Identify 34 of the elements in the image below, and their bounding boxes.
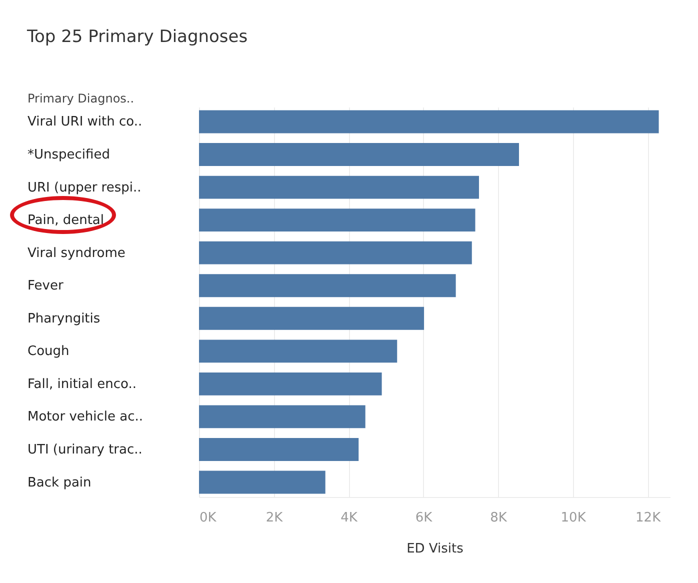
- bar: [199, 110, 659, 134]
- bar: [199, 143, 519, 166]
- x-tick-label: 2K: [266, 510, 284, 526]
- y-tick-label: Motor vehicle ac..: [28, 410, 144, 425]
- y-tick-label: Pharyngitis: [28, 311, 100, 326]
- y-tick-label: Fall, initial enco..: [28, 376, 136, 392]
- x-tick-label: 4K: [340, 510, 358, 526]
- bar: [199, 372, 382, 396]
- x-tick-label: 10K: [560, 510, 586, 526]
- bar: [199, 241, 472, 264]
- y-tick-label: Fever: [28, 278, 64, 294]
- y-tick-label: Pain, dental: [28, 213, 104, 228]
- y-tick-label: *Unspecified: [28, 148, 110, 163]
- chart-title: Top 25 Primary Diagnoses: [26, 27, 248, 47]
- y-tick-label: URI (upper respi..: [28, 180, 142, 196]
- y-tick-label: Viral syndrome: [28, 246, 126, 261]
- bar: [199, 208, 476, 232]
- bar: [199, 470, 326, 494]
- y-tick-label: UTI (urinary trac..: [28, 442, 142, 458]
- bar: [199, 306, 424, 330]
- x-tick-label: 6K: [415, 510, 433, 526]
- x-tick-label: 12K: [636, 510, 662, 526]
- bar: [199, 340, 398, 363]
- bar: [199, 438, 359, 461]
- y-axis-title: Primary Diagnos..: [28, 92, 134, 106]
- y-tick-label: Cough: [28, 344, 70, 360]
- x-axis-title: ED Visits: [406, 542, 464, 556]
- bar: [199, 176, 479, 199]
- x-tick-label: 0K: [200, 510, 217, 526]
- bar: [199, 274, 456, 298]
- y-tick-label: Back pain: [28, 475, 92, 490]
- y-tick-label: Viral URI with co..: [28, 114, 142, 130]
- x-tick-label: 8K: [490, 510, 508, 526]
- bar: [199, 405, 366, 428]
